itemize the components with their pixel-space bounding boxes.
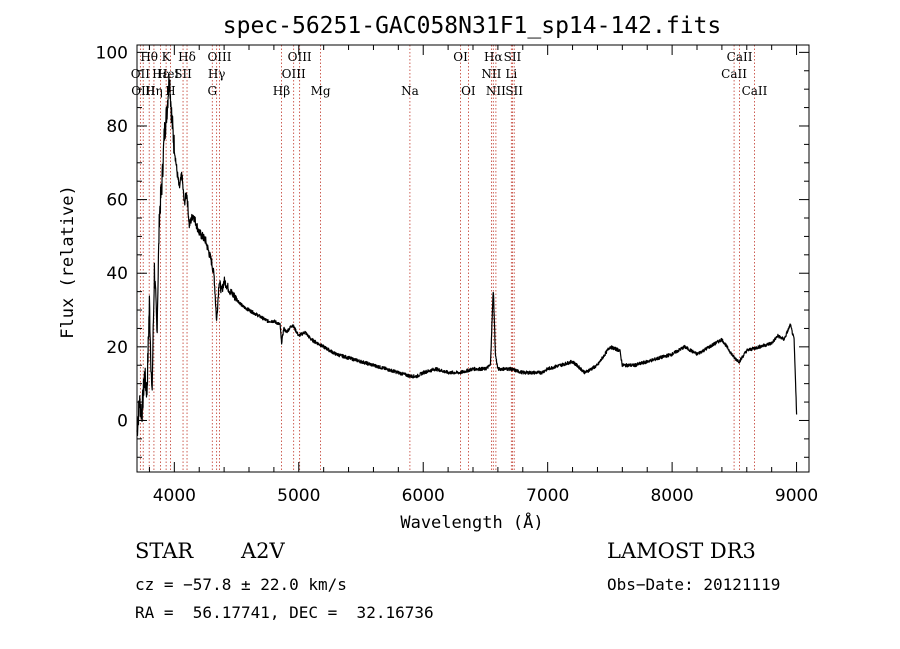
- line-label: OI: [461, 84, 476, 98]
- y-axis-label: Flux (relative): [58, 185, 78, 339]
- line-label: OIII: [282, 67, 306, 81]
- line-label: NII: [481, 67, 501, 81]
- plot-axes: 4000 5000 6000 7000 8000 9000 0 20 40 60 80 100: [96, 43, 819, 506]
- emission-line-markers: [139, 45, 755, 472]
- line-label: K: [162, 50, 172, 64]
- spectrum-line: [136, 73, 798, 437]
- x-tick-label: 7000: [526, 486, 569, 506]
- line-label: SII: [174, 67, 192, 81]
- y-tick-label: 20: [106, 338, 128, 358]
- line-label: NII: [486, 84, 506, 98]
- x-tick-label: 9000: [775, 486, 818, 506]
- line-label: Hε: [152, 67, 169, 81]
- line-label: Mg: [311, 84, 331, 98]
- line-label: Li: [505, 67, 517, 81]
- y-tick-label: 60: [106, 191, 128, 211]
- observation-date: Obs−Date: 20121119: [607, 575, 781, 594]
- line-label: G: [207, 84, 217, 98]
- y-tick-label: 80: [106, 117, 128, 137]
- redshift-cz: cz = −57.8 ± 22.0 km/s: [135, 575, 347, 594]
- line-label: OI: [453, 50, 468, 64]
- y-tick-label: 40: [106, 264, 128, 284]
- line-label: Na: [401, 84, 419, 98]
- chart-title: spec-56251-GAC058N31F1_sp14-142.fits: [223, 13, 722, 39]
- x-tick-label: 5000: [277, 486, 320, 506]
- line-label: OIII: [207, 50, 231, 64]
- line-label: Hθ: [140, 50, 158, 64]
- x-tick-label: 8000: [650, 486, 693, 506]
- line-label: OII: [131, 67, 151, 81]
- survey-name: LAMOST DR3: [607, 539, 756, 563]
- plot-frame: [136, 44, 810, 473]
- y-tick-label: 100: [96, 43, 128, 63]
- x-axis-label: Wavelength (Å): [400, 511, 543, 533]
- line-label: CaII: [721, 67, 747, 81]
- ra-dec: RA = 56.17741, DEC = 32.16736: [135, 603, 434, 622]
- x-tick-label: 4000: [153, 486, 196, 506]
- line-label: Hδ: [178, 50, 196, 64]
- line-label: Hβ: [273, 84, 290, 98]
- line-label: Hγ: [208, 67, 226, 81]
- object-class: STAR: [135, 539, 194, 563]
- line-label: OIII: [288, 50, 312, 64]
- line-label: SII: [505, 84, 523, 98]
- y-tick-label: 0: [117, 411, 128, 431]
- line-label: HeI: [157, 67, 180, 81]
- line-label: Hη: [145, 84, 163, 98]
- line-label: CaII: [727, 50, 753, 64]
- line-label: Hα: [484, 50, 503, 64]
- line-label: SII: [504, 50, 522, 64]
- x-tick-label: 6000: [402, 486, 445, 506]
- line-label: CaII: [742, 84, 768, 98]
- object-subclass: A2V: [241, 539, 285, 563]
